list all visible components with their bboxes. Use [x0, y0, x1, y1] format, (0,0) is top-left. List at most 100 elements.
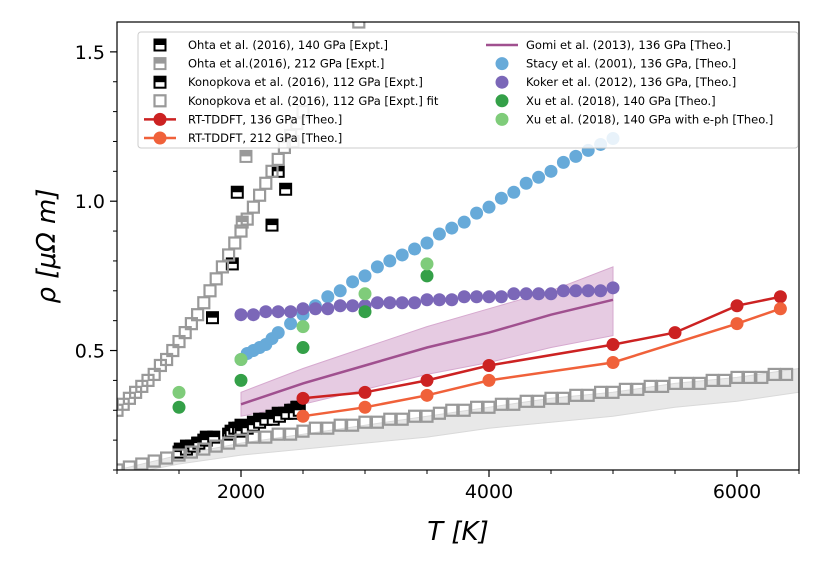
legend-item: Konopkova et al. (2016), 112 GPa [Expt.] [153, 75, 423, 89]
series-7-point [284, 317, 298, 331]
series-3-point [160, 451, 174, 465]
series-3-point [730, 370, 744, 385]
series-8-point [606, 281, 620, 295]
series-3-point [296, 424, 310, 438]
legend-label: Xu et al. (2018), 140 GPa [Theo.] [526, 94, 716, 108]
legend-label: Ohta et al.(2016), 212 GPa [Expt.] [188, 57, 384, 71]
series-5-point [420, 388, 434, 402]
y-tick-label: 0.5 [75, 341, 105, 363]
series-3-point [569, 388, 583, 402]
series-7-point [271, 326, 285, 340]
series-8-point [370, 296, 384, 310]
series-7-point [494, 191, 508, 205]
series-3-point [470, 400, 484, 414]
series-3-point [197, 442, 211, 456]
legend-swatch-marker-fill [154, 76, 166, 83]
series-3-point [228, 236, 242, 250]
series-0-point-fill [206, 312, 218, 318]
series-3-point [445, 403, 459, 417]
y-axis-title: ρ [μΩ m] [32, 188, 62, 303]
series-3-point [333, 418, 347, 432]
series-3-point [593, 385, 608, 399]
series-10-point [172, 385, 186, 399]
series-3-point [271, 427, 285, 441]
legend-frame [137, 31, 799, 149]
series-3-point [259, 430, 273, 444]
legend-item: Konopkova et al. (2016), 112 GPa [Expt.]… [153, 94, 439, 108]
legend-swatch-marker-fill [154, 39, 166, 45]
series-2-point-fill [260, 413, 272, 420]
legend-swatch-marker [495, 57, 509, 71]
legend-swatch-marker [495, 75, 509, 89]
series-4-point [668, 326, 682, 340]
series-5 [296, 302, 787, 423]
series-3-point [482, 400, 496, 414]
legend-label: Gomi et al. (2013), 136 GPa [Theo.] [526, 38, 731, 52]
series-8-point [432, 293, 446, 307]
series-3-point [234, 433, 248, 447]
series-3-point [655, 379, 670, 393]
series-3-point [172, 448, 186, 462]
series-8-point [420, 293, 434, 307]
series-3-point [705, 373, 719, 387]
legend-label: RT-TDDFT, 212 GPa [Theo.] [188, 131, 342, 145]
series-7-point [358, 269, 372, 283]
series-3-point [755, 370, 769, 385]
series-8-point [308, 302, 322, 316]
series-8-point [445, 293, 459, 307]
series-10-point [420, 257, 434, 271]
series-9-point [420, 269, 434, 283]
series-0-point-fill [280, 183, 292, 190]
series-7-point [395, 248, 409, 262]
series-4-point [730, 299, 744, 313]
series-3-point [271, 152, 285, 166]
series-3-point [767, 367, 781, 382]
series-3-point [643, 379, 657, 393]
series-10-point [234, 352, 248, 366]
series-9-point [234, 373, 248, 387]
series-3-point [308, 421, 322, 435]
series-4-point [606, 338, 620, 352]
legend-item: RT-TDDFT, 136 GPa [Theo.] [144, 112, 342, 126]
x-axis: 2000 4000 6000 [116, 470, 800, 503]
series-3-point [544, 391, 558, 405]
series-3-point [184, 445, 198, 459]
series-7-point [432, 227, 446, 241]
series-4 [296, 290, 787, 405]
series-8-point [383, 296, 397, 310]
legend-swatch-marker [153, 112, 167, 126]
series-3-point [531, 394, 546, 408]
band-0 [240, 266, 614, 417]
series-3-point [408, 409, 422, 423]
series-7-point [556, 155, 570, 169]
legend-swatch-marker [495, 112, 509, 126]
band-1 [117, 367, 799, 470]
series-8-point [346, 299, 360, 313]
series-3-point [352, 22, 366, 29]
legend-label: RT-TDDFT, 136 GPa [Theo.] [188, 112, 342, 126]
x-tick-label: 4000 [465, 481, 513, 503]
series-3-point [209, 439, 223, 453]
series-8-point [246, 308, 260, 322]
series-3-point [209, 272, 223, 286]
series-3-point [253, 188, 267, 202]
y-axis: 0.5 1.0 1.5 [75, 42, 117, 471]
series-8-point [284, 305, 298, 319]
series-5-point [730, 317, 744, 331]
series-5-point [482, 373, 496, 387]
series-8-point [321, 302, 335, 316]
series-7-point [321, 290, 335, 304]
legend-item: Ohta et al. (2016), 140 GPa [Expt.] [153, 38, 388, 52]
series-7-point [457, 215, 471, 229]
legend-item: Xu et al. (2018), 140 GPa with e-ph [The… [495, 112, 773, 126]
series-5-point [606, 355, 620, 369]
series-0-point-fill [266, 219, 278, 226]
series-4-point [358, 385, 372, 399]
series-7-point [383, 254, 397, 268]
series-8-point [271, 305, 285, 319]
x-axis-title: T [K] [427, 517, 488, 547]
series-7-point [482, 200, 496, 214]
legend-label: Xu et al. (2018), 140 GPa with e-ph [The… [526, 112, 773, 126]
series-8-point [532, 287, 546, 301]
